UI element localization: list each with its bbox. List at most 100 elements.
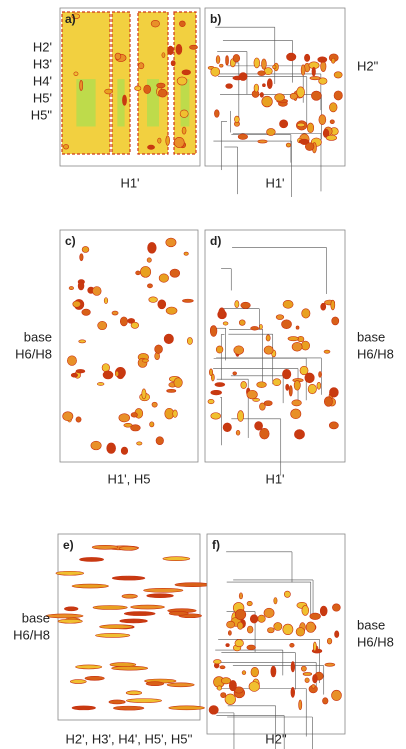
cross-peak [219, 64, 223, 67]
cross-peak [308, 384, 316, 394]
cross-peak [281, 320, 291, 329]
cross-peak [97, 382, 104, 385]
cross-peak [266, 335, 270, 341]
cross-peak [311, 91, 321, 100]
cross-peak [93, 606, 127, 610]
cross-peak [119, 414, 130, 422]
x-axis-label: H2', H3', H4', H5', H5'' [66, 731, 193, 746]
cross-peak [318, 57, 327, 63]
x-axis-label: H1' [120, 175, 139, 190]
cross-peak [274, 598, 277, 604]
cross-peak [174, 378, 182, 388]
cross-peak [290, 93, 297, 99]
panel-label: d) [210, 234, 221, 248]
cross-peak [266, 128, 275, 135]
axis-label: H2" [357, 58, 379, 73]
cross-peak [184, 252, 188, 255]
cross-peak [69, 286, 74, 289]
cross-peak [100, 625, 133, 629]
cross-peak [124, 612, 155, 616]
spectrum-panel [46, 534, 211, 720]
cross-peak [249, 682, 260, 692]
cross-peak [306, 622, 315, 633]
cross-peak [70, 680, 86, 684]
cross-peak [92, 287, 101, 296]
cross-peak [300, 366, 308, 375]
cross-peak [215, 383, 225, 387]
spectrum-panel [60, 8, 200, 166]
cross-peak [297, 123, 305, 127]
cross-peak [112, 576, 145, 580]
cross-peak [302, 309, 310, 318]
cross-peak [211, 67, 220, 76]
cross-peak [131, 425, 141, 431]
cross-peak [169, 611, 188, 615]
cross-peak [321, 61, 326, 71]
cross-peak [262, 84, 265, 87]
cross-peak [74, 72, 78, 76]
cross-peak [105, 89, 113, 94]
cross-peak [276, 315, 284, 320]
cross-peak [182, 127, 186, 134]
cross-peak [264, 346, 273, 354]
cross-peak [80, 80, 83, 90]
cross-peak [174, 137, 184, 147]
cross-peak [131, 605, 165, 609]
cross-peak [226, 56, 229, 66]
cross-peak [233, 372, 237, 375]
cross-peak [209, 369, 212, 376]
cross-peak [58, 619, 82, 623]
cross-peak [234, 116, 239, 123]
cross-peak [304, 54, 309, 61]
cross-peak [150, 422, 154, 427]
cross-peak [115, 53, 121, 59]
cross-peak [168, 46, 174, 55]
cross-peak [136, 271, 141, 275]
cross-peak [162, 53, 165, 58]
cross-peak [228, 631, 231, 636]
cross-peak [157, 83, 166, 88]
cross-peak [264, 401, 272, 406]
cross-peak [264, 608, 274, 618]
cross-peak [331, 300, 335, 310]
cross-peak [255, 422, 263, 431]
cross-peak [261, 59, 266, 69]
cross-peak [296, 326, 299, 329]
cross-peak [292, 342, 302, 351]
cross-peak [217, 686, 222, 690]
cross-peak [211, 390, 222, 395]
panel-label: a) [65, 12, 76, 26]
x-axis-label: H2'' [265, 731, 287, 746]
cross-peak [258, 71, 266, 76]
cross-peak [113, 706, 144, 710]
cross-peak [274, 622, 282, 630]
cross-peak [310, 76, 320, 79]
cross-peak [115, 371, 118, 376]
cross-peak [235, 609, 246, 619]
cross-peak [72, 706, 96, 710]
cross-peak [332, 604, 340, 611]
cross-peak [79, 557, 103, 561]
cross-peak [122, 95, 126, 105]
panel-label: e) [63, 538, 74, 552]
cross-peak [155, 345, 163, 354]
cross-peak [247, 626, 253, 633]
cross-peak [151, 20, 159, 27]
spectrum-panel [205, 230, 345, 476]
cross-peak [250, 615, 258, 623]
cross-peak [313, 674, 318, 683]
spectrum-panel [207, 534, 345, 749]
cross-peak [137, 442, 142, 445]
spectrum-band-core [181, 79, 190, 126]
cross-peak [234, 346, 244, 355]
panel-label: f) [212, 538, 220, 552]
cross-peak [142, 359, 149, 362]
cross-peak [251, 667, 259, 676]
axis-label: base [357, 329, 385, 344]
cross-peak [258, 615, 266, 622]
cross-peak [46, 614, 83, 618]
cross-peak [326, 135, 337, 140]
cross-peak [267, 627, 274, 632]
cross-peak [324, 350, 330, 353]
cross-peak [189, 45, 197, 49]
